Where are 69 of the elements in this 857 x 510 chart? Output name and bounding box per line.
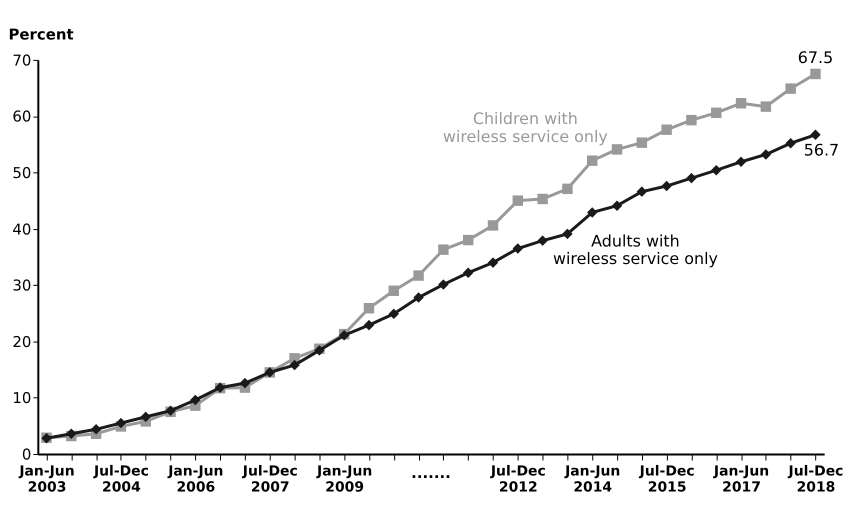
point (785, 138, 796, 148)
y-axis-title: Percent (8, 25, 74, 44)
point (66, 428, 77, 439)
point (810, 130, 821, 140)
point (488, 220, 498, 231)
series-label: Children with wireless service only (442, 109, 608, 146)
point (686, 172, 697, 184)
point (636, 186, 648, 197)
point (736, 98, 746, 108)
point (810, 68, 821, 80)
x-tick-label: Jan-Jun 2014 (564, 463, 620, 496)
point (612, 144, 622, 155)
point (736, 156, 746, 168)
y-tick-label: 10 (12, 389, 32, 408)
x-tick-label: Jul-Dec 2015 (638, 463, 695, 496)
point (760, 149, 772, 160)
y-tick-label: 20 (12, 332, 32, 351)
point (562, 184, 573, 194)
point (686, 114, 697, 126)
x-tick-label: Jan-Jun 2003 (18, 463, 75, 496)
point (462, 268, 474, 278)
point (537, 235, 548, 246)
y-tick-label: 70 (12, 51, 32, 70)
point (785, 83, 796, 94)
x-tick-label: Jul-Dec 2018 (788, 463, 844, 496)
point (661, 180, 672, 192)
point (587, 155, 598, 166)
point (190, 394, 201, 406)
point (562, 228, 573, 240)
data-label: 56.7 (804, 140, 840, 160)
x-tick-label: Jul-Dec 2004 (92, 463, 149, 496)
point (388, 308, 399, 320)
y-tick-label: 30 (12, 276, 32, 295)
point (438, 244, 449, 255)
point (413, 292, 424, 303)
x-tick-label: Jul-Dec 2007 (242, 463, 298, 496)
x-tick-label: Jan-Jun 2006 (167, 463, 224, 496)
point (289, 360, 300, 370)
data-label: 67.5 (798, 48, 834, 68)
text: ....... (411, 464, 451, 482)
point (90, 424, 102, 434)
point (711, 165, 722, 176)
point (462, 234, 474, 246)
point (537, 194, 548, 204)
x-tick-label: Jul-Dec 2012 (490, 463, 546, 496)
y-tick-label: 60 (12, 108, 32, 126)
point (587, 207, 598, 218)
point (636, 137, 648, 148)
point (760, 101, 772, 112)
point (413, 270, 424, 281)
x-tick-label: Jan-Jun 2017 (712, 463, 770, 496)
point (364, 302, 374, 314)
point (438, 279, 449, 290)
point (512, 195, 524, 206)
y-tick-label: 50 (12, 164, 32, 182)
point (140, 412, 151, 422)
point (661, 124, 672, 135)
x-tick-label: Jan-Jun 2009 (316, 463, 372, 496)
series-label: Adults with wireless service only (552, 231, 718, 268)
point (116, 418, 126, 428)
y-tick-label: 40 (12, 220, 32, 238)
point (512, 243, 524, 254)
point (364, 320, 374, 330)
point (488, 257, 498, 268)
point (612, 200, 622, 211)
point (240, 378, 250, 388)
point (388, 286, 399, 296)
point (711, 108, 722, 118)
y-tick-label: 0 (22, 446, 32, 464)
